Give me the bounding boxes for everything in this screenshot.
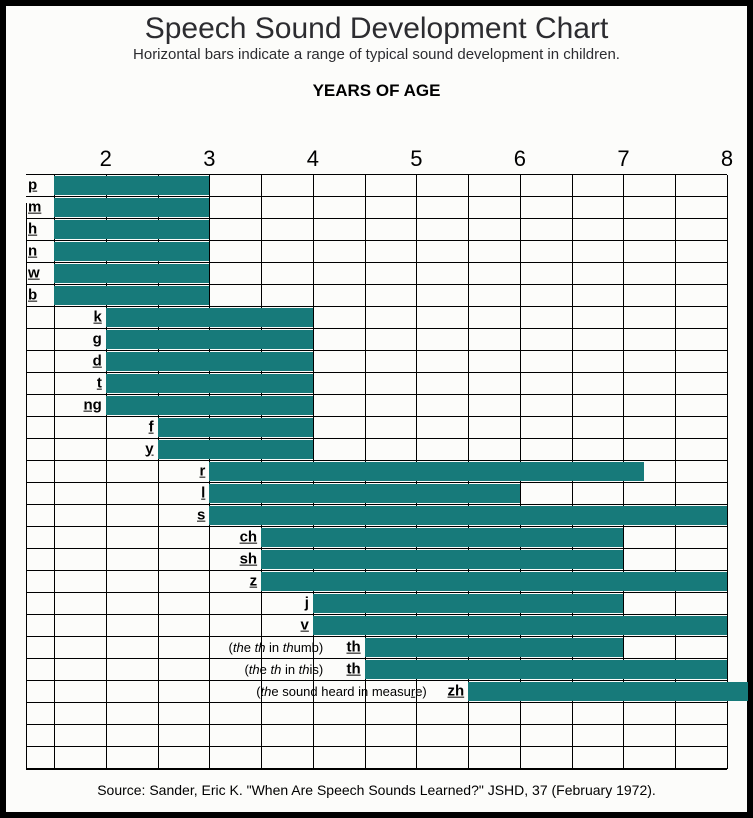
sound-row: th (the th in thumb)	[26, 637, 727, 659]
range-bar	[261, 572, 727, 591]
sound-row: s	[26, 505, 727, 527]
x-tick-label: 3	[203, 146, 215, 172]
range-bar	[106, 308, 313, 327]
sound-row: ch	[26, 527, 727, 549]
x-tick-label: 7	[617, 146, 629, 172]
sound-row: v	[26, 615, 727, 637]
x-tick-label: 6	[514, 146, 526, 172]
sound-row: h	[26, 219, 727, 241]
sound-label: p	[28, 176, 56, 193]
sound-row: y	[26, 439, 727, 461]
sound-row: w	[26, 263, 727, 285]
sound-row: l	[26, 483, 727, 505]
range-bar	[106, 396, 313, 415]
sound-label: zh	[448, 682, 469, 699]
sound-row: p	[26, 175, 727, 197]
sound-label: t	[97, 374, 106, 391]
sound-row: d	[26, 351, 727, 373]
range-bar	[106, 374, 313, 393]
chart-title: Speech Sound Development Chart	[6, 12, 747, 46]
sound-label: b	[28, 286, 56, 303]
range-bar	[54, 286, 209, 305]
range-bar	[158, 418, 313, 437]
sound-label: n	[28, 242, 56, 259]
sound-row	[26, 703, 727, 725]
range-bar	[209, 506, 727, 525]
range-bar	[106, 352, 313, 371]
range-bar	[106, 330, 313, 349]
sound-row: g	[26, 329, 727, 351]
sound-row: sh	[26, 549, 727, 571]
sound-label: w	[28, 264, 56, 281]
sound-row	[26, 725, 727, 747]
range-bar	[209, 462, 644, 481]
sound-row: zh (the sound heard in measure)	[26, 681, 727, 703]
sound-note: (the th in thumb)	[229, 639, 324, 654]
sound-label: z	[250, 572, 262, 589]
range-bar	[158, 440, 313, 459]
range-bar	[54, 220, 209, 239]
sound-row: b	[26, 285, 727, 307]
sound-label: f	[149, 418, 158, 435]
chart-area: 2345678pmhnwbkgdtngfyrlschshzjvth(the th…	[26, 146, 727, 752]
sound-row: f	[26, 417, 727, 439]
sound-label: g	[93, 330, 106, 347]
source-citation: Source: Sander, Eric K. "When Are Speech…	[6, 782, 747, 798]
sound-label: th	[346, 638, 364, 655]
sound-note: (the sound heard in measure)	[256, 683, 427, 698]
sound-label: d	[93, 352, 106, 369]
range-bar	[209, 484, 520, 503]
sound-label: y	[145, 440, 157, 457]
x-tick-label: 2	[100, 146, 112, 172]
sound-label: ng	[83, 396, 105, 413]
range-bar	[54, 198, 209, 217]
range-bar	[365, 660, 727, 679]
range-bar	[313, 594, 624, 613]
sound-row: z	[26, 571, 727, 593]
sound-row: r	[26, 461, 727, 483]
sound-label: h	[28, 220, 56, 237]
range-bar	[54, 242, 209, 261]
axis-title: YEARS OF AGE	[6, 81, 747, 101]
x-tick-label: 8	[721, 146, 733, 172]
sound-label: m	[28, 198, 56, 215]
sound-note: (the th in this)	[244, 661, 323, 676]
x-tick-label: 4	[307, 146, 319, 172]
range-bar	[261, 528, 623, 547]
sound-label: s	[197, 506, 209, 523]
range-bar	[313, 616, 727, 635]
chart-frame: Speech Sound Development Chart Horizonta…	[0, 0, 753, 818]
sound-label: l	[201, 484, 209, 501]
range-bar	[54, 176, 209, 195]
sound-label: v	[301, 616, 313, 633]
sound-label: k	[93, 308, 105, 325]
sound-row: m	[26, 197, 727, 219]
sound-label: th	[346, 660, 364, 677]
sound-label: r	[200, 462, 210, 479]
sound-row	[26, 747, 727, 769]
range-bar	[261, 550, 623, 569]
sound-row: j	[26, 593, 727, 615]
sound-row: n	[26, 241, 727, 263]
sound-label: ch	[240, 528, 262, 545]
range-bar	[468, 682, 748, 701]
sound-row: k	[26, 307, 727, 329]
sound-label: j	[305, 594, 313, 611]
x-tick-label: 5	[410, 146, 422, 172]
range-bar	[365, 638, 624, 657]
sound-row: th (the th in this)	[26, 659, 727, 681]
sound-row: ng	[26, 395, 727, 417]
sound-row: t	[26, 373, 727, 395]
range-bar	[54, 264, 209, 283]
sound-label: sh	[240, 550, 262, 567]
chart-subtitle: Horizontal bars indicate a range of typi…	[6, 46, 747, 63]
